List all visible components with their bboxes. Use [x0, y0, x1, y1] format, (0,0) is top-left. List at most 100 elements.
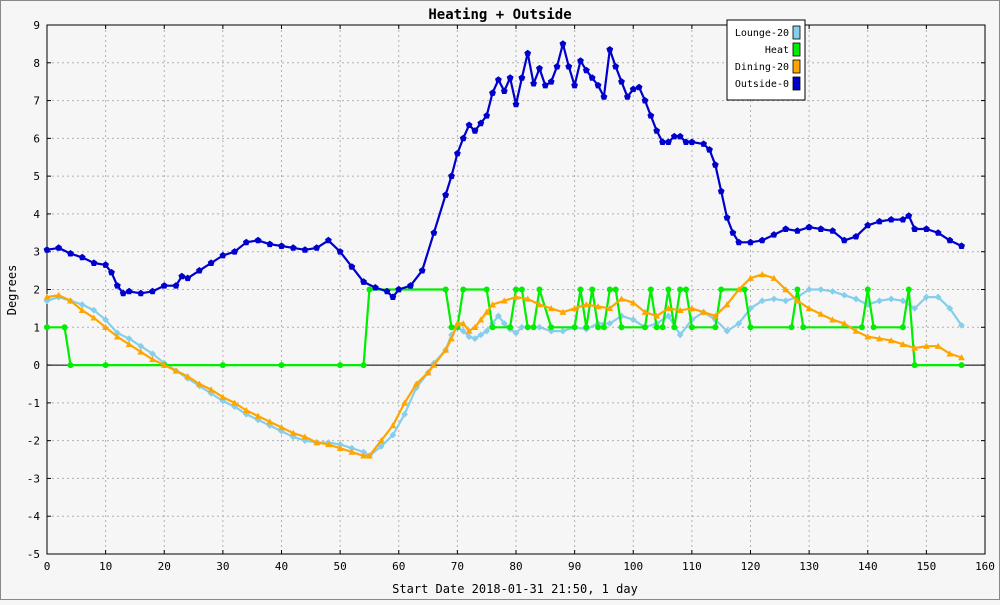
data-point	[219, 251, 227, 259]
data-point	[829, 316, 836, 323]
data-point	[794, 227, 801, 234]
data-point	[934, 229, 942, 236]
data-point	[899, 216, 907, 223]
data-point	[137, 289, 145, 297]
x-tick-label: 20	[158, 560, 171, 573]
data-point	[231, 399, 238, 406]
y-tick-label: 6	[33, 132, 40, 145]
data-point	[653, 127, 661, 134]
data-point	[589, 286, 596, 293]
y-tick-label: 4	[33, 208, 40, 221]
data-point	[512, 293, 520, 300]
data-point	[647, 112, 655, 119]
data-point	[817, 225, 825, 232]
data-point	[671, 324, 678, 331]
data-point	[125, 335, 133, 343]
data-point	[565, 63, 573, 70]
data-point	[184, 274, 192, 282]
data-point	[266, 240, 274, 248]
data-point	[102, 261, 109, 268]
data-point	[547, 78, 555, 85]
data-point	[606, 304, 614, 312]
data-point	[424, 369, 432, 376]
data-point	[360, 452, 367, 459]
data-point	[219, 362, 226, 369]
data-point	[887, 337, 895, 344]
data-point	[500, 320, 508, 327]
data-point	[389, 422, 397, 429]
data-point	[471, 127, 479, 134]
data-point	[160, 361, 168, 368]
data-point	[618, 78, 625, 85]
data-point	[448, 172, 455, 180]
data-point	[242, 407, 250, 414]
data-point	[583, 324, 590, 331]
data-point	[149, 287, 156, 295]
data-point	[389, 293, 397, 300]
y-tick-label: 2	[33, 284, 40, 297]
data-point	[682, 138, 690, 145]
data-point	[606, 46, 614, 53]
data-point	[495, 312, 502, 320]
data-point	[442, 346, 450, 353]
data-point	[207, 386, 215, 393]
data-point	[541, 81, 549, 89]
data-point	[559, 327, 567, 335]
data-point	[747, 238, 754, 246]
data-point	[741, 286, 748, 293]
data-point	[548, 324, 555, 331]
data-point	[665, 286, 672, 293]
data-point	[172, 367, 180, 374]
x-tick-label: 110	[682, 560, 702, 573]
data-point	[735, 320, 743, 327]
data-point	[536, 323, 543, 331]
chart-title: Heating + Outside	[428, 7, 571, 23]
data-point	[78, 301, 86, 309]
data-point	[553, 63, 561, 70]
data-point	[770, 295, 778, 303]
data-point	[817, 286, 825, 293]
data-point	[149, 350, 156, 358]
data-point	[659, 138, 666, 145]
data-point	[500, 297, 508, 304]
data-point	[301, 433, 309, 440]
data-point	[207, 390, 215, 397]
data-point	[518, 74, 526, 81]
data-point	[911, 304, 919, 312]
data-point	[958, 354, 965, 361]
data-point	[61, 324, 68, 331]
data-point	[55, 244, 63, 251]
data-point	[465, 327, 473, 334]
data-point	[242, 238, 250, 246]
data-point	[348, 448, 356, 455]
data-point	[465, 121, 473, 128]
data-point	[477, 316, 485, 323]
legend-box	[726, 19, 806, 101]
data-point	[723, 301, 731, 308]
data-point	[483, 327, 491, 335]
data-point	[500, 87, 508, 94]
data-point	[571, 81, 578, 89]
data-point	[870, 324, 877, 331]
data-point	[547, 304, 555, 312]
data-point	[653, 324, 660, 331]
data-point	[506, 74, 514, 81]
data-point	[401, 399, 409, 406]
x-tick-label: 10	[99, 560, 112, 573]
data-point	[612, 286, 619, 293]
data-point	[840, 236, 848, 244]
data-point	[477, 331, 485, 339]
data-point	[524, 49, 532, 57]
data-point	[606, 320, 614, 327]
data-point	[231, 248, 238, 255]
data-point	[618, 295, 625, 302]
data-point	[366, 286, 373, 293]
x-tick-label: 0	[44, 560, 51, 573]
legend-label: Lounge-20	[735, 28, 789, 39]
data-point	[43, 246, 51, 253]
data-point	[113, 282, 121, 289]
data-point	[489, 324, 496, 331]
data-point	[483, 286, 490, 293]
series-group	[43, 40, 965, 460]
